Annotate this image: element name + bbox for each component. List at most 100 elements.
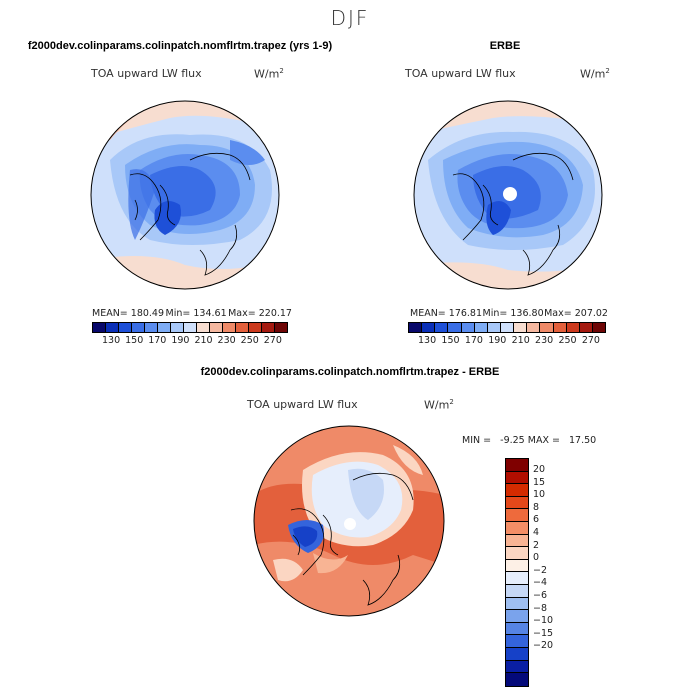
colorbar-tick-label: 270 — [263, 335, 282, 346]
colorbar-swatch — [579, 323, 593, 332]
colorbar-swatch — [197, 323, 210, 332]
colorbar-swatch — [236, 323, 249, 332]
panel-model-colorbar: 130 150 170 190 210 230 250 270 — [92, 322, 288, 346]
panel-obs-stats: MEAN= 176.81 Min= 136.80 Max= 207.02 — [410, 308, 608, 319]
panel-obs-variable: TOA upward LW flux — [405, 67, 516, 80]
panel-diff-variable: TOA upward LW flux — [247, 398, 358, 411]
colorbar-swatch — [506, 673, 528, 686]
colorbar-tick-label: 150 — [125, 335, 144, 346]
colorbar-swatch — [592, 323, 606, 332]
colorbar-tick-label: 0 — [533, 552, 540, 564]
colorbar-swatch — [409, 323, 423, 332]
colorbar-swatch — [461, 323, 475, 332]
colorbar-swatches — [92, 322, 288, 333]
colorbar-tick-label: −4 — [533, 577, 548, 589]
panel-diff-units: W/m2 — [424, 398, 454, 412]
panel-diff-title: f2000dev.colinparams.colinpatch.nomflrtm… — [200, 366, 500, 378]
colorbar-swatch — [527, 323, 541, 332]
colorbar-swatch — [249, 323, 262, 332]
colorbar-swatch — [93, 323, 106, 332]
colorbar-swatch — [506, 647, 528, 661]
colorbar-swatch — [145, 323, 158, 332]
colorbar-swatch — [262, 323, 275, 332]
colorbar-swatch — [506, 521, 528, 535]
colorbar-swatch — [132, 323, 145, 332]
colorbar-swatch — [171, 323, 184, 332]
colorbar-swatch — [119, 323, 132, 332]
colorbar-swatch — [566, 323, 580, 332]
colorbar-tick-label: 170 — [464, 335, 483, 346]
colorbar-swatch — [106, 323, 119, 332]
colorbar-swatch — [506, 660, 528, 674]
panel-model-variable: TOA upward LW flux — [91, 67, 202, 80]
colorbar-swatch — [506, 484, 528, 497]
colorbar-tick-label: 2 — [533, 539, 540, 551]
colorbar-swatch — [506, 572, 528, 585]
colorbar-swatch — [448, 323, 462, 332]
colorbar-swatch — [184, 323, 197, 332]
colorbar-tick-label: −10 — [533, 615, 554, 627]
colorbar-swatch — [506, 459, 528, 472]
panel-diff-minmax: MIN = -9.25 MAX = 17.50 — [462, 435, 597, 446]
colorbar-tick-label: 10 — [533, 489, 546, 501]
colorbar-tick-label: −20 — [533, 640, 554, 652]
colorbar-swatches — [408, 322, 606, 333]
panel-model-units: W/m2 — [254, 67, 284, 81]
colorbar-swatch — [223, 323, 236, 332]
colorbar-swatch — [506, 584, 528, 598]
panel-model-stats: MEAN= 180.49 Min= 134.61 Max= 220.17 — [92, 308, 292, 319]
panel-model-map — [90, 100, 280, 290]
panel-obs-min: Min= 136.80 — [482, 308, 544, 319]
colorbar-tick-label: 210 — [511, 335, 530, 346]
colorbar-tick-label: 230 — [217, 335, 236, 346]
colorbar-swatch — [158, 323, 171, 332]
colorbar-tick-label: 15 — [533, 476, 546, 488]
colorbar-tick-label: −8 — [533, 602, 548, 614]
season-title: DJF — [330, 6, 370, 30]
panel-obs-map — [413, 100, 603, 290]
panel-obs-colorbar: 130 150 170 190 210 230 250 270 — [408, 322, 606, 346]
colorbar-swatch — [487, 323, 501, 332]
colorbar-swatch — [540, 323, 554, 332]
panel-obs-mean: MEAN= 176.81 — [410, 308, 483, 319]
colorbar-tick-label: −2 — [533, 564, 548, 576]
colorbar-tick-label: 8 — [533, 501, 540, 513]
colorbar-swatch — [506, 622, 528, 636]
colorbar-swatches — [505, 458, 529, 687]
colorbar-labels: 20 15 10 8 6 4 2 0 −2 −4 −6 −8 −10 −15 −20 — [533, 464, 553, 653]
colorbar-tick-label: 130 — [102, 335, 121, 346]
colorbar-tick-label: 270 — [581, 335, 600, 346]
panel-model-title: f2000dev.colinparams.colinpatch.nomflrtm… — [27, 40, 333, 52]
colorbar-labels: 130 150 170 190 210 230 250 270 — [408, 333, 606, 346]
colorbar-tick-label: 210 — [194, 335, 213, 346]
colorbar-swatch — [553, 323, 567, 332]
colorbar-tick-label: −15 — [533, 627, 554, 639]
colorbar-tick-label: 130 — [418, 335, 437, 346]
colorbar-swatch — [514, 323, 528, 332]
colorbar-tick-label: 250 — [558, 335, 577, 346]
panel-model-max: Max= 220.17 — [228, 308, 292, 319]
colorbar-labels: 130 150 170 190 210 230 250 270 — [92, 333, 288, 346]
panel-model-min: Min= 134.61 — [165, 308, 227, 319]
colorbar-tick-label: 190 — [171, 335, 190, 346]
colorbar-swatch — [435, 323, 449, 332]
colorbar-tick-label: 190 — [488, 335, 507, 346]
panel-diff-colorbar — [505, 458, 529, 687]
colorbar-swatch — [210, 323, 223, 332]
colorbar-swatch — [474, 323, 488, 332]
panel-obs-max: Max= 207.02 — [544, 308, 608, 319]
colorbar-tick-label: 150 — [441, 335, 460, 346]
colorbar-tick-label: −6 — [533, 589, 548, 601]
panel-diff-map — [253, 425, 445, 617]
colorbar-tick-label: 170 — [148, 335, 167, 346]
colorbar-swatch — [506, 635, 528, 648]
colorbar-swatch — [506, 597, 528, 611]
colorbar-swatch — [506, 509, 528, 522]
colorbar-swatch — [506, 534, 528, 548]
colorbar-tick-label: 20 — [533, 464, 546, 475]
colorbar-tick-label: 6 — [533, 514, 540, 526]
colorbar-swatch — [506, 496, 528, 510]
panel-obs-units: W/m2 — [580, 67, 610, 81]
panel-model-mean: MEAN= 180.49 — [92, 308, 165, 319]
colorbar-swatch — [506, 559, 528, 573]
